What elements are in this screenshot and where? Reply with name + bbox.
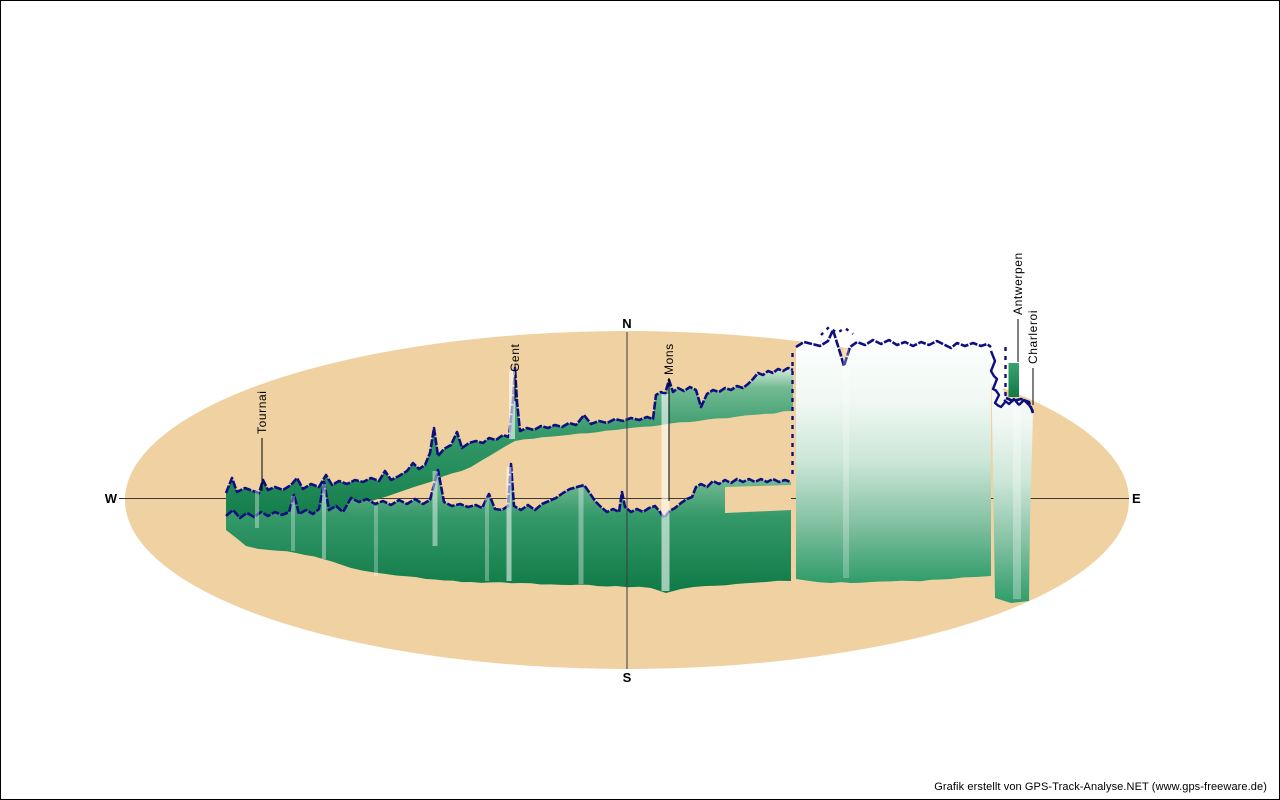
floating-dashes: [820, 325, 854, 336]
light-streak-4: [432, 471, 438, 546]
compass-label-south: S: [623, 670, 632, 685]
compass-label-north: N: [622, 316, 631, 331]
curtain-upper: [226, 368, 793, 530]
descent-cluster: [989, 350, 1007, 409]
light-streak-11: [1013, 405, 1021, 599]
gap-under-return-line: [725, 485, 791, 513]
curtain-plateau: [796, 330, 991, 583]
city-label-gent: Gent: [508, 344, 522, 372]
light-streak-2: [322, 484, 326, 559]
track-line-front: [225, 462, 792, 520]
city-label-antwerpen: Antwerpen: [1011, 252, 1025, 315]
light-streak-3: [374, 506, 378, 576]
city-label-mons: Mons: [662, 343, 676, 375]
track-line-plateau: [795, 328, 992, 368]
city-label-charleroi: Charleroi: [1026, 310, 1040, 364]
curtain-strip: [991, 351, 1033, 603]
light-streak-6: [506, 467, 512, 581]
compass-label-west: W: [105, 491, 118, 506]
light-streak-1: [291, 496, 295, 551]
city-label-tournai: Tournai: [255, 390, 269, 434]
light-streak-5: [485, 497, 489, 581]
compass-label-east: E: [1132, 491, 1141, 506]
track-line-strip: [1005, 396, 1035, 414]
credit-text: Grafik erstellt von GPS-Track-Analyse.NE…: [934, 781, 1267, 793]
light-streak-8: [578, 488, 584, 584]
track-line-upper: [224, 366, 794, 495]
light-streak-10: [843, 349, 849, 578]
light-streak-0: [255, 491, 259, 528]
below-block-line: [1003, 397, 1034, 412]
light-streak-9: [661, 394, 670, 591]
light-streak-7: [509, 371, 515, 439]
antwerpen-elevation-block: [1008, 363, 1019, 397]
